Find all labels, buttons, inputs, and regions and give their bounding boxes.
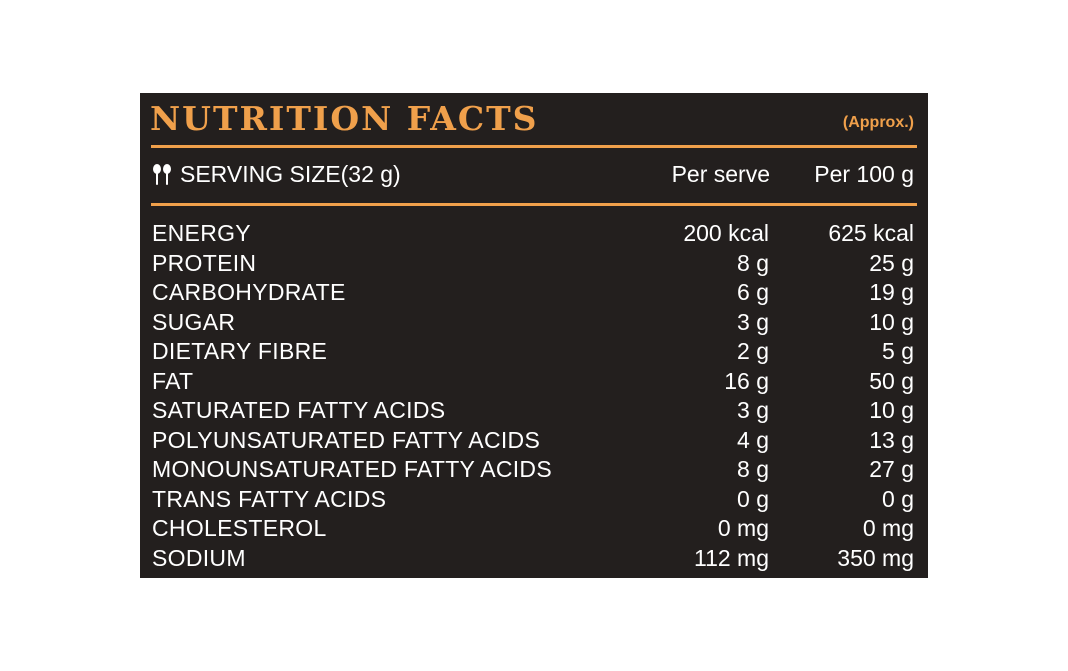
serving-header-row: SERVING SIZE(32 g) Per serve Per 100 g (150, 161, 914, 191)
per-100g-value: 0 g (882, 485, 914, 512)
serving-size-label: SERVING SIZE(32 g) (180, 161, 401, 187)
table-row: PROTEIN 8 g 25 g (152, 249, 914, 279)
per-100g-value: 50 g (869, 367, 914, 394)
per-100g-value: 5 g (882, 338, 914, 364)
nutrient-name: TRANS FATTY ACIDS (152, 485, 387, 512)
table-row: TRANS FATTY ACIDS 0 g 0 g (152, 485, 914, 515)
table-row: CARBOHYDRATE 6 g 19 g (152, 278, 914, 308)
per-100g-value: 10 g (869, 397, 914, 423)
per-serve-value: 0 mg (717, 515, 769, 541)
per-100g-value: 350 mg (837, 544, 914, 571)
spoon-fork-icon (150, 163, 174, 187)
column-header-per-100g: Per 100 g (814, 161, 914, 187)
nutrient-name: MONOUNSATURATED FATTY ACIDS (152, 456, 552, 482)
per-serve-value: 3 g (737, 308, 769, 335)
table-row: MONOUNSATURATED FATTY ACIDS 8 g 27 g (152, 455, 914, 485)
nutrient-name: SODIUM (152, 544, 246, 571)
per-serve-value: 8 g (737, 456, 769, 482)
nutrition-facts-panel: NUTRITION FACTS (Approx.) SERVING SIZE(3… (140, 93, 928, 578)
table-row: FAT 16 g 50 g (152, 367, 914, 397)
table-row: SODIUM 112 mg 350 mg (152, 544, 914, 574)
nutrient-name: FAT (152, 367, 194, 394)
per-serve-value: 16 g (724, 367, 769, 394)
serving-size: SERVING SIZE(32 g) (150, 161, 401, 188)
nutrient-name: CHOLESTEROL (152, 515, 327, 541)
per-serve-value: 6 g (737, 279, 769, 305)
per-100g-value: 13 g (869, 426, 914, 453)
per-serve-value: 8 g (737, 249, 769, 276)
table-row: CHOLESTEROL 0 mg 0 mg (152, 514, 914, 544)
per-100g-value: 19 g (869, 279, 914, 305)
table-row: SATURATED FATTY ACIDS 3 g 10 g (152, 396, 914, 426)
per-100g-value: 625 kcal (828, 220, 914, 246)
nutrient-name: SATURATED FATTY ACIDS (152, 397, 446, 423)
per-serve-value: 0 g (737, 485, 769, 512)
nutrient-name: SUGAR (152, 308, 236, 335)
per-serve-value: 4 g (737, 426, 769, 453)
divider-mid (151, 203, 917, 206)
per-serve-value: 200 kcal (683, 220, 769, 246)
divider-top (151, 145, 917, 148)
column-header-per-serve: Per serve (671, 161, 770, 187)
table-row: ENERGY 200 kcal 625 kcal (152, 219, 914, 249)
approx-note: (Approx.) (842, 114, 914, 131)
table-row: DIETARY FIBRE 2 g 5 g (152, 337, 914, 367)
table-row: POLYUNSATURATED FATTY ACIDS 4 g 13 g (152, 426, 914, 456)
per-serve-value: 3 g (737, 397, 769, 423)
per-100g-value: 25 g (869, 249, 914, 276)
per-serve-value: 2 g (737, 338, 769, 364)
per-100g-value: 0 mg (862, 515, 914, 541)
nutrient-name: POLYUNSATURATED FATTY ACIDS (152, 426, 541, 453)
nutrient-name: ENERGY (152, 220, 251, 246)
per-100g-value: 10 g (869, 308, 914, 335)
nutrient-name: PROTEIN (152, 249, 257, 276)
table-row: SUGAR 3 g 10 g (152, 308, 914, 338)
nutrient-name: CARBOHYDRATE (152, 279, 346, 305)
nutrient-table: ENERGY 200 kcal 625 kcal PROTEIN 8 g 25 … (152, 219, 914, 573)
nutrition-title: NUTRITION FACTS (150, 99, 539, 138)
per-serve-value: 112 mg (693, 544, 769, 571)
per-100g-value: 27 g (869, 456, 914, 482)
nutrient-name: DIETARY FIBRE (152, 338, 328, 364)
